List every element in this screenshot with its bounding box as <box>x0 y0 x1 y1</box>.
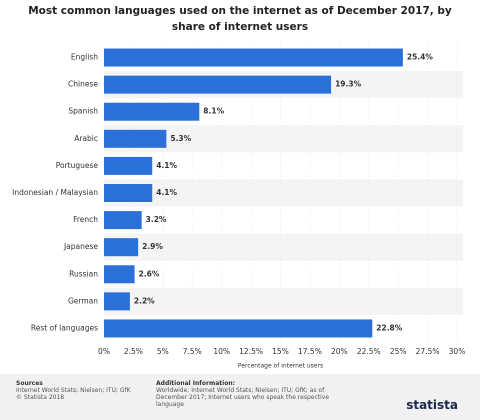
y-tick-label: French <box>73 215 98 224</box>
x-tick-label: 30% <box>449 347 466 356</box>
value-label: 2.9% <box>142 242 163 251</box>
bar <box>104 129 167 148</box>
x-tick-label: 7.5% <box>183 347 202 356</box>
x-tick-label: 27.5% <box>416 347 440 356</box>
value-label: 22.8% <box>376 323 403 332</box>
chart: 0% 2.5% 5% 7.5% 10% 12.5% 15% 17.5% 20% 22.5% 25% 2… <box>12 44 466 370</box>
sources-block: Sources Internet World Stats; Nielsen; I… <box>16 380 136 401</box>
info: Worldwide; Internet World Stats; Nielsen… <box>156 387 330 408</box>
x-tick-label: 12.5% <box>239 347 263 356</box>
x-tick-label: 15% <box>272 347 289 356</box>
y-tick-label: German <box>68 296 98 305</box>
y-tick-label: Indonesian / Malaysian <box>12 188 98 197</box>
value-label: 8.1% <box>203 107 224 116</box>
info-title: Additional Information: <box>156 380 236 387</box>
info-block: Additional Information: Worldwide; Inter… <box>156 380 356 408</box>
footer: Sources Internet World Stats; Nielsen; I… <box>0 374 480 420</box>
value-label: 2.6% <box>139 269 160 278</box>
y-tick-label: English <box>71 53 98 62</box>
bar <box>104 319 373 338</box>
sources-title: Sources <box>16 380 43 387</box>
value-label: 4.1% <box>156 161 177 170</box>
value-label: 25.4% <box>407 53 434 62</box>
y-tick-label: Russian <box>69 269 98 278</box>
row-stripe <box>104 179 463 207</box>
x-tick-label: 5% <box>157 347 169 356</box>
y-tick-label: Portuguese <box>56 161 99 170</box>
x-tick-label: 10% <box>213 347 230 356</box>
bar <box>104 265 135 284</box>
y-tick-label: Japanese <box>63 242 98 251</box>
sources: Internet World Stats; Nielsen; ITU; GfK <box>16 387 131 394</box>
x-tick-label: 0% <box>98 347 110 356</box>
bar <box>104 292 130 311</box>
bar <box>104 156 153 175</box>
bar <box>104 184 153 202</box>
logo[interactable]: statista <box>406 398 458 412</box>
value-label: 5.3% <box>170 134 191 143</box>
row-stripe <box>104 287 463 315</box>
y-tick-label: Spanish <box>68 107 98 116</box>
x-axis-label: Percentage of internet users <box>238 363 323 370</box>
value-label: 2.2% <box>134 296 155 305</box>
row-stripe <box>104 233 463 261</box>
bar <box>104 75 332 94</box>
value-label: 3.2% <box>146 215 167 224</box>
bar <box>104 102 200 121</box>
y-tick-label: Rest of languages <box>31 323 98 332</box>
copyright: © Statista 2018 <box>16 394 65 401</box>
x-tick-label: 20% <box>331 347 348 356</box>
y-tick-label: Arabic <box>74 134 98 143</box>
x-tick-label: 17.5% <box>298 347 322 356</box>
chart-title: Most common languages used on the intern… <box>28 5 452 33</box>
x-tick-label: 2.5% <box>124 347 143 356</box>
value-label: 19.3% <box>335 80 362 89</box>
bar <box>104 211 142 230</box>
x-tick-label: 22.5% <box>357 347 381 356</box>
bar <box>104 238 139 257</box>
value-label: 4.1% <box>156 188 177 197</box>
bar <box>104 48 403 67</box>
x-tick-label: 25% <box>390 347 407 356</box>
y-tick-label: Chinese <box>68 80 98 89</box>
